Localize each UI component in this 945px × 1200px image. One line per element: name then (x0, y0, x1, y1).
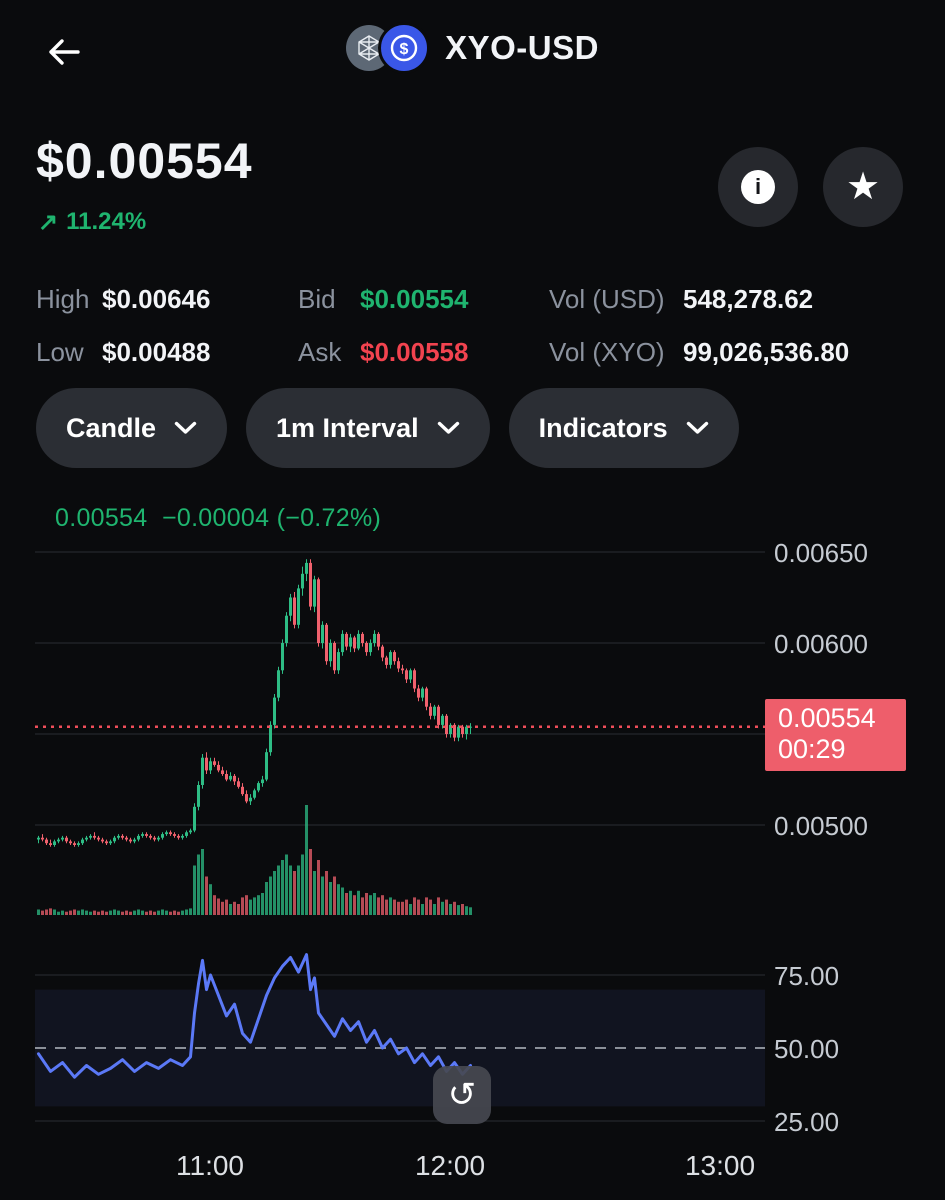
candle-countdown: 00:29 (778, 733, 846, 764)
svg-text:25.00: 25.00 (774, 1107, 839, 1137)
favorite-button[interactable]: ★ (823, 147, 903, 227)
stat-value: 548,278.62 (683, 284, 814, 314)
svg-text:$: $ (400, 41, 409, 58)
svg-text:11:00: 11:00 (176, 1150, 244, 1181)
pair-logo: $ (346, 22, 431, 74)
current-price: $0.00554 (36, 133, 253, 189)
back-button[interactable] (38, 28, 90, 76)
stat-vol-xyo: Vol (XYO) 99,026,536.80 (549, 337, 849, 368)
svg-text:12:00: 12:00 (415, 1150, 485, 1181)
stat-label: High (36, 284, 90, 314)
xyo-coin-icon (346, 25, 393, 71)
svg-text:75.00: 75.00 (774, 961, 839, 991)
svg-text:50.00: 50.00 (774, 1034, 839, 1064)
stat-label: Ask (298, 337, 342, 367)
refresh-icon: ↺ (447, 1076, 477, 1114)
stat-value: $0.00488 (102, 337, 211, 367)
stat-value: $0.00646 (102, 284, 211, 314)
usd-coin-icon: $ (378, 22, 431, 74)
chevron-down-icon (437, 421, 459, 434)
stat-ask: Ask $0.00558 (298, 337, 549, 368)
trend-up-icon: ↗ (38, 209, 59, 236)
header: $ XYO-USD (0, 22, 945, 74)
info-icon: i (741, 170, 775, 204)
chevron-down-icon (686, 421, 708, 434)
stat-value: $0.00558 (360, 337, 469, 367)
star-icon: ★ (845, 166, 881, 208)
chart-type-label: Candle (66, 412, 157, 443)
svg-text:0.00600: 0.00600 (774, 629, 868, 659)
price-change: ↗ 11.24% (38, 208, 146, 237)
price-change-value: 11.24% (66, 208, 147, 235)
refresh-button[interactable]: ↺ (433, 1066, 491, 1124)
interval-label: 1m Interval (276, 412, 419, 443)
stat-value: $0.00554 (360, 284, 469, 314)
last-price-badge: 0.00554 00:29 (765, 698, 906, 771)
stat-value: 99,026,536.80 (683, 337, 850, 367)
svg-text:0.00650: 0.00650 (774, 540, 868, 568)
stat-label: Vol (USD) (549, 284, 665, 314)
chevron-down-icon (174, 421, 197, 434)
stat-low: Low $0.00488 (36, 337, 298, 368)
page-title: XYO-USD (445, 29, 599, 66)
last-price-value: 0.00554 (778, 702, 876, 733)
info-button[interactable]: i (718, 147, 798, 227)
market-stats: High $0.00646 Bid $0.00554 Vol (USD) 548… (36, 284, 849, 368)
indicators-dropdown[interactable]: Indicators (508, 388, 739, 468)
chart-legend: 0.00554 −0.00004 (−0.72%) (55, 504, 382, 532)
stat-label: Vol (XYO) (549, 337, 665, 367)
chart-controls: Candle 1m Interval Indicators (36, 388, 739, 468)
stat-high: High $0.00646 (36, 284, 298, 315)
stat-label: Low (36, 337, 84, 367)
rsi-indicator-chart[interactable]: 75.00 50.00 25.00 11:00 12:00 13:00 (0, 930, 945, 1200)
stat-vol-usd: Vol (USD) 548,278.62 (549, 284, 849, 315)
chart-type-dropdown[interactable]: Candle (36, 388, 228, 468)
back-arrow-icon (49, 39, 80, 65)
stat-bid: Bid $0.00554 (298, 284, 549, 315)
indicators-label: Indicators (538, 412, 668, 443)
interval-dropdown[interactable]: 1m Interval (246, 388, 490, 468)
candlestick-chart[interactable]: 0.00650 0.00600 0.00500 (0, 540, 945, 930)
svg-text:13:00: 13:00 (685, 1150, 755, 1181)
stat-label: Bid (298, 284, 336, 314)
svg-text:0.00500: 0.00500 (774, 811, 868, 841)
